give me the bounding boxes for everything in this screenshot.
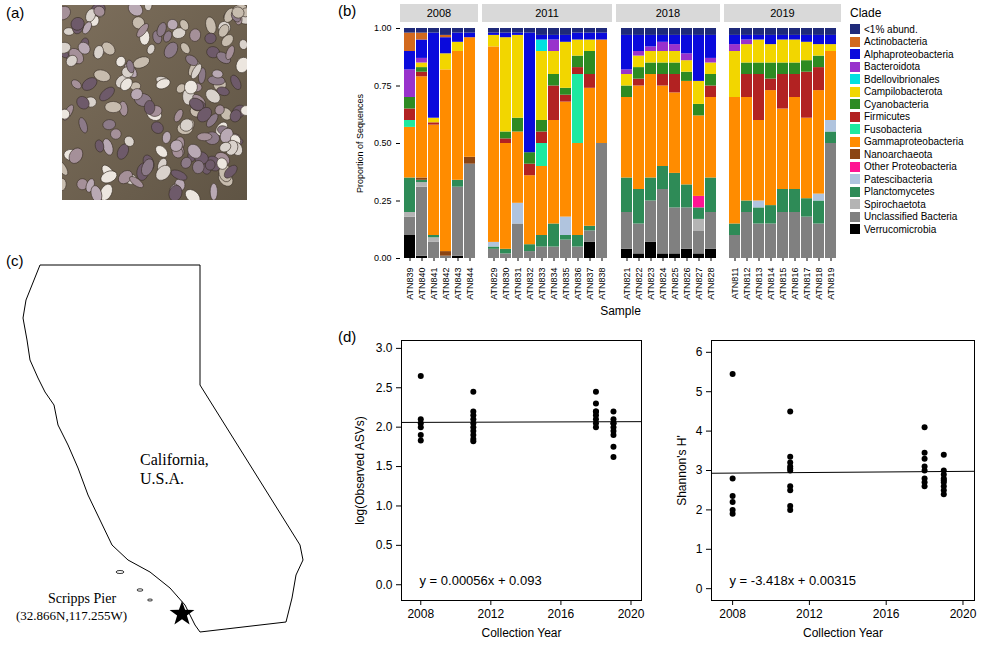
- html-text:Spirochaetota: Spirochaetota: [864, 198, 926, 210]
- svg-text:Collection Year: Collection Year: [803, 626, 883, 640]
- html-text:Alphaproteobacteria: Alphaproteobacteria: [864, 48, 954, 60]
- html-text:Cyanobacteria: Cyanobacteria: [864, 98, 929, 110]
- svg-text:2008: 2008: [719, 607, 746, 621]
- html-text:Campilobacterota: Campilobacterota: [864, 86, 943, 98]
- svg-text:ATN840: ATN840: [417, 268, 427, 300]
- svg-text:ATN819: ATN819: [826, 268, 836, 300]
- html-text:Bacteroidota: Bacteroidota: [864, 61, 921, 73]
- svg-text:ATN826: ATN826: [682, 268, 692, 300]
- svg-text:3.0: 3.0: [376, 341, 393, 355]
- svg-text:0.5: 0.5: [376, 538, 393, 552]
- svg-text:California,U.S.A.: California,U.S.A.: [140, 451, 209, 487]
- svg-text:3: 3: [696, 463, 703, 477]
- svg-text:ATN813: ATN813: [754, 268, 764, 300]
- svg-text:log(Observed ASVs): log(Observed ASVs): [353, 416, 367, 525]
- svg-text:0.75: 0.75: [374, 81, 392, 91]
- svg-text:ATN828: ATN828: [706, 268, 716, 300]
- html-text:2019: 2019: [770, 7, 795, 19]
- html-text:Bdellovibrionales: Bdellovibrionales: [864, 73, 940, 85]
- svg-text:ATN835: ATN835: [561, 268, 571, 300]
- svg-text:0.25: 0.25: [374, 196, 392, 206]
- svg-text:ATN814: ATN814: [766, 268, 776, 300]
- html-text:Fusobacteria: Fusobacteria: [864, 123, 922, 135]
- html-text:<1% abund.: <1% abund.: [864, 23, 918, 35]
- html-text:Firmicutes: Firmicutes: [864, 111, 911, 123]
- svg-text:1: 1: [696, 542, 703, 556]
- svg-text:ATN837: ATN837: [585, 268, 595, 300]
- svg-text:5: 5: [696, 385, 703, 399]
- svg-text:4: 4: [696, 424, 703, 438]
- svg-text:ATN844: ATN844: [465, 268, 475, 300]
- svg-text:ATN827: ATN827: [694, 268, 704, 300]
- svg-text:ATN816: ATN816: [790, 268, 800, 300]
- svg-text:2016: 2016: [548, 607, 575, 621]
- html-text:(d): (d): [338, 328, 357, 345]
- svg-text:ATN842: ATN842: [441, 268, 451, 300]
- svg-text:ATN824: ATN824: [658, 268, 668, 300]
- svg-text:2008: 2008: [407, 607, 434, 621]
- html-text:2008: 2008: [426, 7, 452, 19]
- svg-text:ATN832: ATN832: [525, 268, 535, 300]
- html-text:2011: 2011: [535, 7, 559, 19]
- svg-text:ATN822: ATN822: [634, 268, 644, 300]
- svg-text:0.00: 0.00: [374, 253, 392, 263]
- html-text:Patescibacteria: Patescibacteria: [864, 173, 933, 185]
- svg-text:Collection Year: Collection Year: [481, 626, 561, 640]
- svg-text:2.0: 2.0: [376, 420, 393, 434]
- svg-text:2020: 2020: [618, 607, 645, 621]
- html-text:Verrucomicrobia: Verrucomicrobia: [864, 223, 937, 235]
- svg-text:ATN823: ATN823: [646, 268, 656, 300]
- html-text:(c): (c): [6, 252, 24, 269]
- svg-text:ATN812: ATN812: [742, 268, 752, 300]
- svg-text:y = 0.00056x + 0.093: y = 0.00056x + 0.093: [420, 573, 542, 588]
- html-text:Unclassified Bacteria: Unclassified Bacteria: [864, 211, 958, 223]
- html-text:Planctomycetes: Planctomycetes: [864, 186, 935, 198]
- svg-text:ATN831: ATN831: [513, 268, 523, 300]
- svg-text:Proportion of Sequences: Proportion of Sequences: [355, 93, 365, 193]
- html-text:Actinobacteria: Actinobacteria: [864, 36, 928, 48]
- html-text:Nanoarchaeota: Nanoarchaeota: [864, 148, 933, 160]
- svg-text:ATN841: ATN841: [429, 268, 439, 300]
- html-text:(a): (a): [6, 4, 25, 21]
- html-text:Clade: Clade: [850, 6, 882, 20]
- svg-text:ATN839: ATN839: [405, 268, 415, 300]
- svg-text:ATN811: ATN811: [730, 268, 740, 300]
- svg-text:ATN825: ATN825: [670, 268, 680, 300]
- svg-text:ATN833: ATN833: [537, 268, 547, 300]
- svg-text:2.5: 2.5: [376, 381, 393, 395]
- svg-text:Shannon's H': Shannon's H': [675, 435, 689, 506]
- svg-text:2: 2: [696, 503, 703, 517]
- svg-text:2016: 2016: [873, 607, 900, 621]
- svg-text:ATN834: ATN834: [549, 268, 559, 300]
- svg-text:ATN815: ATN815: [778, 268, 788, 300]
- svg-text:ATN836: ATN836: [573, 268, 583, 300]
- svg-text:ATN830: ATN830: [501, 268, 511, 300]
- svg-text:ATN843: ATN843: [453, 268, 463, 300]
- svg-text:0.50: 0.50: [374, 138, 392, 148]
- html-text:Sample: Sample: [600, 304, 641, 318]
- svg-text:1.00: 1.00: [374, 24, 392, 33]
- svg-text:ATN821: ATN821: [622, 268, 632, 300]
- svg-text:1.0: 1.0: [376, 499, 393, 513]
- svg-text:ATN817: ATN817: [802, 268, 812, 300]
- svg-text:2012: 2012: [796, 607, 823, 621]
- svg-text:Scripps Pier(32.866N,117.255W): Scripps Pier(32.866N,117.255W): [16, 591, 127, 623]
- svg-text:ATN818: ATN818: [814, 268, 824, 300]
- svg-text:y = -3.418x + 0.00315: y = -3.418x + 0.00315: [730, 573, 856, 588]
- html-text:(b): (b): [338, 2, 357, 19]
- svg-text:2012: 2012: [477, 607, 504, 621]
- svg-text:6: 6: [696, 345, 703, 359]
- svg-text:1.5: 1.5: [376, 459, 393, 473]
- html-text:Gammaproteobacteria: Gammaproteobacteria: [864, 136, 964, 148]
- svg-text:0: 0: [696, 582, 703, 596]
- svg-text:ATN829: ATN829: [489, 268, 499, 300]
- svg-text:0.0: 0.0: [376, 578, 393, 592]
- html-text:Other Proteobacteria: Other Proteobacteria: [864, 161, 957, 173]
- html-text:2018: 2018: [655, 7, 681, 19]
- svg-text:2020: 2020: [950, 607, 977, 621]
- svg-text:ATN838: ATN838: [597, 268, 607, 300]
